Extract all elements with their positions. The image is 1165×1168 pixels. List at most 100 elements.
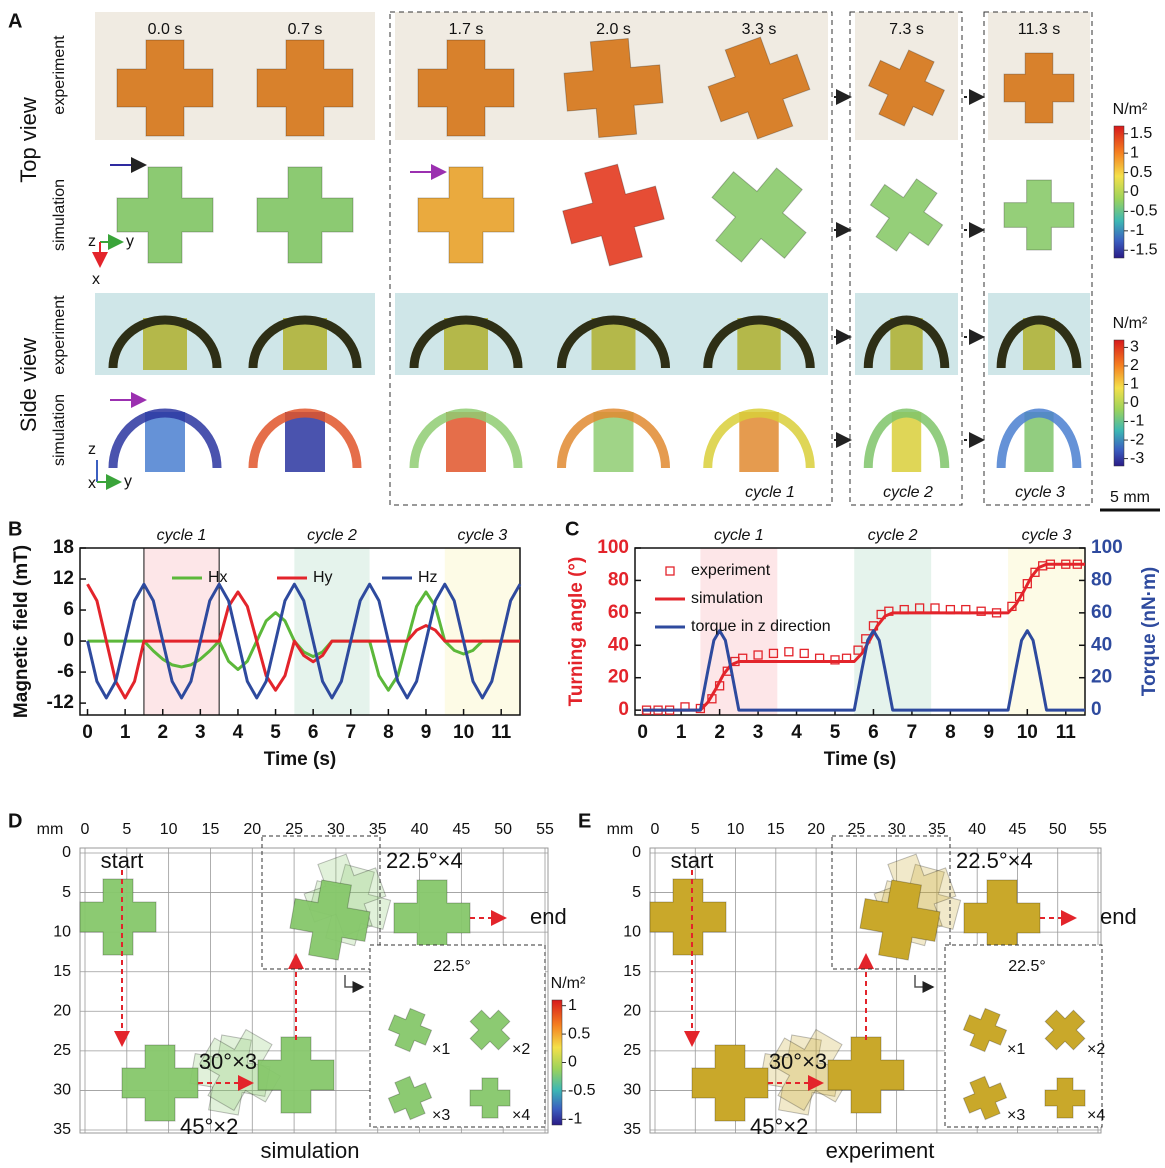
x-tick-label: 6 <box>308 722 319 743</box>
colorbar-tick-label: 1.5 <box>1130 125 1152 142</box>
x-tick-label: 1 <box>120 722 131 743</box>
panel-title: simulation <box>260 1138 359 1163</box>
time-label: 7.3 s <box>889 21 924 38</box>
legend-label: Hy <box>313 569 333 586</box>
x-tick-label: 11 <box>491 722 512 743</box>
time-label: 2.0 s <box>596 21 631 38</box>
y-axis-label: Magnetic field (mT) <box>11 545 32 718</box>
x-tick-label: 4 <box>791 722 802 743</box>
colorbar <box>1114 340 1124 466</box>
axis-name: z <box>88 233 96 250</box>
x-tick-label: 9 <box>984 722 995 743</box>
cycle-label: cycle 3 <box>1015 484 1065 501</box>
step-label: ×3 <box>432 1107 450 1124</box>
colorbar-tick-label: 1 <box>568 997 577 1014</box>
sheet <box>594 412 634 472</box>
step-label: ×2 <box>512 1041 530 1058</box>
row-label: simulation <box>51 179 68 251</box>
x-tick-label: 2 <box>714 722 725 743</box>
y-tick-label: 25 <box>53 1042 71 1059</box>
legend-label: simulation <box>691 590 763 607</box>
x-tick-label: 3 <box>195 722 206 743</box>
x-tick-label: 5 <box>691 821 700 838</box>
x-tick-label: 50 <box>1049 821 1067 838</box>
cross-shape <box>257 167 353 263</box>
step-label: ×4 <box>1087 1107 1105 1124</box>
unit-label: mm <box>607 821 634 838</box>
y-tick-label: 0 <box>63 630 74 651</box>
step-label: ×1 <box>432 1041 450 1058</box>
start-label: start <box>101 848 144 873</box>
axis-name: x <box>92 271 100 288</box>
sheet <box>446 412 486 472</box>
rotation-label: 30°×3 <box>769 1049 827 1074</box>
time-label: 1.7 s <box>449 21 484 38</box>
x-tick-label: 5 <box>122 821 131 838</box>
x-tick-label: 6 <box>868 722 879 743</box>
data-marker <box>785 648 793 656</box>
x-tick-label: 1 <box>676 722 687 743</box>
legend-label: Hx <box>208 569 228 586</box>
x-tick-label: 40 <box>411 821 429 838</box>
y-tick-label: 12 <box>53 568 74 589</box>
y-tick-label: 15 <box>623 963 641 980</box>
y-tick-label: 5 <box>632 884 641 901</box>
cycle-band <box>1008 548 1085 715</box>
legend-label: experiment <box>691 562 771 579</box>
cycle-band <box>445 548 520 715</box>
cross-shape <box>857 166 955 264</box>
data-marker <box>800 649 808 657</box>
row-label: experiment <box>51 295 68 375</box>
row-group-label: Side view <box>16 338 41 432</box>
colorbar-tick-label: 2 <box>1130 357 1139 374</box>
unit-label: mm <box>37 821 64 838</box>
y-tick-label: 0 <box>62 844 71 861</box>
x-axis-label: Time (s) <box>824 749 897 770</box>
legend-label: Hz <box>418 569 438 586</box>
legend-label: torque in z direction <box>691 618 831 635</box>
x-tick-label: 20 <box>807 821 825 838</box>
cross-shape <box>692 148 825 281</box>
panel-label: E <box>578 810 591 832</box>
rotation-label: 45°×2 <box>750 1114 808 1139</box>
x-tick-label: 55 <box>1089 821 1107 838</box>
axis-name: z <box>88 441 96 458</box>
x-tick-label: 11 <box>1056 722 1077 743</box>
cross-shape <box>418 167 514 263</box>
colorbar-unit: N/m² <box>1113 101 1148 118</box>
rotation-label: 30°×3 <box>199 1049 257 1074</box>
panel-label: B <box>8 518 22 540</box>
x-tick-label: 50 <box>494 821 512 838</box>
y-tick-label: 80 <box>608 569 629 590</box>
y2-tick-label: 20 <box>1091 667 1112 688</box>
x-tick-label: 10 <box>1017 722 1038 743</box>
y-tick-label: 30 <box>623 1082 641 1099</box>
colorbar <box>552 1000 562 1125</box>
x-tick-label: 10 <box>453 722 474 743</box>
x-tick-label: 7 <box>345 722 356 743</box>
colorbar-unit: N/m² <box>1113 315 1148 332</box>
cycle-label: cycle 2 <box>307 527 357 544</box>
scale-bar-label: 5 mm <box>1110 489 1150 506</box>
x-tick-label: 15 <box>767 821 785 838</box>
y-tick-label: 20 <box>53 1003 71 1020</box>
colorbar-tick-label: -1 <box>568 1111 582 1128</box>
time-label: 3.3 s <box>742 21 777 38</box>
x-tick-label: 10 <box>160 821 178 838</box>
axis-name: y <box>124 473 132 490</box>
y-tick-label: 25 <box>623 1042 641 1059</box>
colorbar-tick-label: -1.5 <box>1130 241 1158 258</box>
start-label: start <box>671 848 714 873</box>
axis-name: x <box>88 475 96 492</box>
y-tick-label: -6 <box>57 661 74 682</box>
y-tick-label: 20 <box>608 667 629 688</box>
step-label: ×2 <box>1087 1041 1105 1058</box>
cycle-label: cycle 1 <box>745 484 795 501</box>
colorbar <box>1114 126 1124 258</box>
x-tick-label: 2 <box>157 722 168 743</box>
end-label: end <box>530 904 567 929</box>
colorbar-tick-label: 0 <box>568 1054 577 1071</box>
cycle-band <box>854 548 931 715</box>
rotation-label: 45°×2 <box>180 1114 238 1139</box>
x-tick-label: 9 <box>421 722 432 743</box>
